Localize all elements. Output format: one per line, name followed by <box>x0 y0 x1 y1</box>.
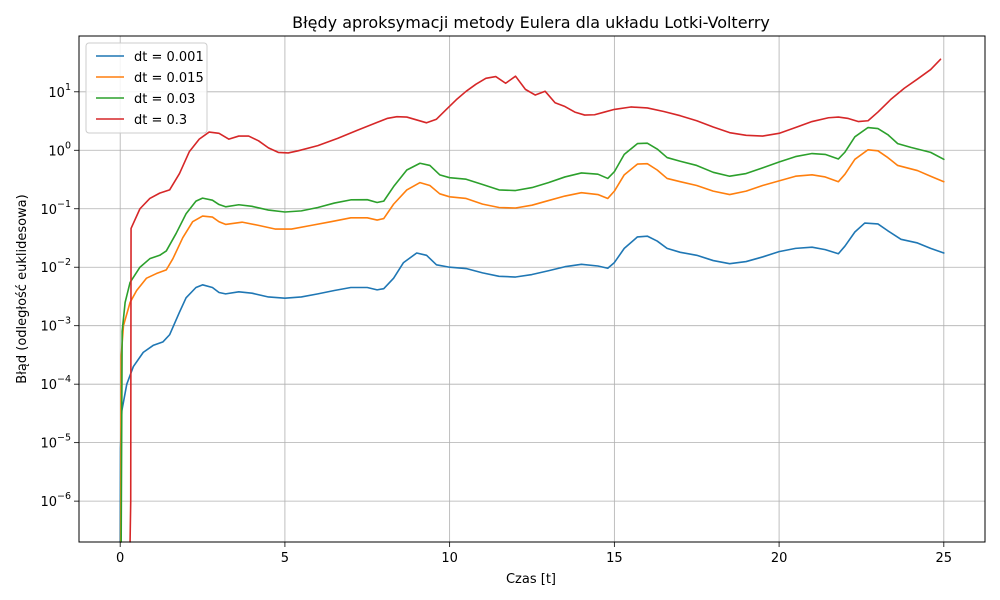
y-tick-label: 10−4 <box>40 374 71 393</box>
legend-label-0: dt = 0.001 <box>134 50 204 65</box>
series-line-1 <box>119 148 945 543</box>
chart-title: Błędy aproksymacji metody Eulera dla ukł… <box>292 13 770 32</box>
legend-label-1: dt = 0.015 <box>134 71 204 86</box>
x-tick-label: 25 <box>936 551 953 566</box>
series-line-0 <box>119 222 945 543</box>
y-tick-label: 100 <box>48 140 71 159</box>
y-tick-label: 10−1 <box>40 199 71 218</box>
x-tick-label: 10 <box>441 551 458 566</box>
series-line-3 <box>129 58 942 543</box>
legend: dt = 0.001 dt = 0.015 dt = 0.03 dt = 0.3 <box>85 42 208 134</box>
x-axis-label: Czas [t] <box>506 572 556 587</box>
series-lines <box>119 58 945 543</box>
y-tick-label: 101 <box>48 82 71 101</box>
y-axis: 10−6 10−5 10−4 10−3 10−2 10−1 100 101 <box>40 82 79 510</box>
y-tick-label: 10−2 <box>40 257 71 276</box>
x-tick-label: 5 <box>281 551 289 566</box>
x-tick-label: 0 <box>116 551 124 566</box>
x-axis: 0 5 10 15 20 25 <box>116 542 952 566</box>
series-line-2 <box>120 126 945 543</box>
legend-label-2: dt = 0.03 <box>134 92 195 107</box>
y-axis-label: Błąd (odległość euklidesowa) <box>15 194 30 383</box>
legend-label-3: dt = 0.3 <box>134 113 187 128</box>
y-tick-label: 10−3 <box>40 316 71 335</box>
grid <box>79 36 985 542</box>
y-tick-label: 10−6 <box>40 491 71 510</box>
plot-frame <box>78 35 986 543</box>
x-tick-label: 15 <box>606 551 623 566</box>
legend-box <box>85 42 208 134</box>
x-tick-label: 20 <box>771 551 788 566</box>
y-tick-label: 10−5 <box>40 433 71 452</box>
